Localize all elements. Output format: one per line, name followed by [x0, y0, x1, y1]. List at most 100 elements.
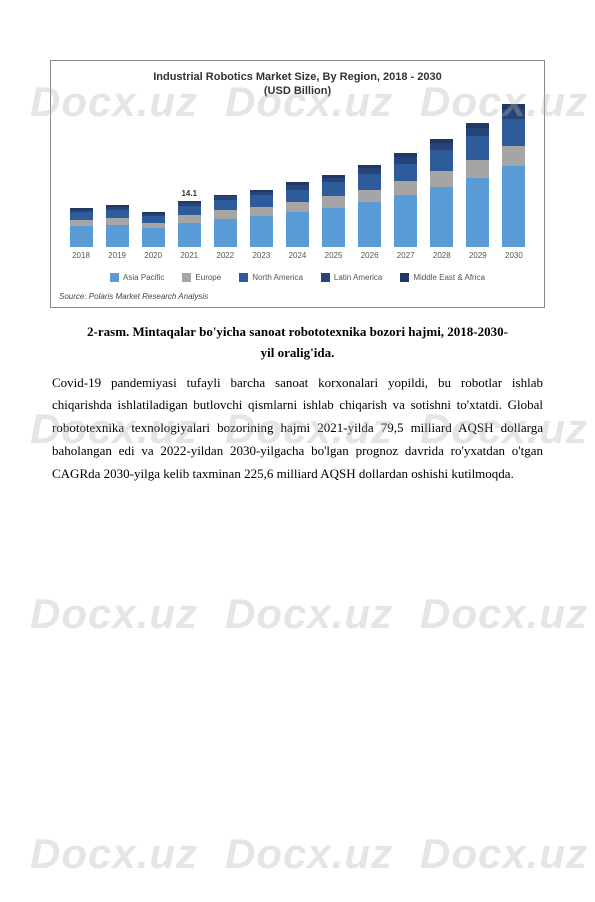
- legend-item: Middle East & Africa: [400, 273, 485, 282]
- legend-label: North America: [252, 273, 303, 282]
- bar-segment: [394, 195, 417, 247]
- bar-segment: [106, 210, 129, 218]
- bar-group: 2027: [391, 153, 421, 260]
- chart-plot-area: 20182019202014.1202120222023202420252026…: [51, 105, 544, 265]
- bar-segment: [430, 187, 453, 247]
- bar-group: 14.12021: [174, 201, 204, 260]
- bar-segment: [394, 181, 417, 195]
- bar-segment: [70, 212, 93, 220]
- chart-subtitle: (USD Billion): [51, 85, 544, 105]
- bar-segment: [466, 128, 489, 136]
- watermark: Docx.uz: [225, 590, 393, 638]
- legend-swatch: [321, 273, 330, 282]
- bar-stack: [286, 182, 309, 247]
- x-axis-label: 2030: [505, 251, 523, 260]
- bar-stack: [502, 104, 525, 247]
- watermark: Docx.uz: [420, 830, 588, 878]
- x-axis-label: 2019: [108, 251, 126, 260]
- chart-legend: Asia PacificEuropeNorth AmericaLatin Ame…: [51, 265, 544, 292]
- x-axis-label: 2028: [433, 251, 451, 260]
- bar-segment: [322, 182, 345, 196]
- chart-source: Source: Polaris Market Research Analysis: [51, 292, 544, 307]
- legend-item: Asia Pacific: [110, 273, 164, 282]
- bar-stack: [142, 212, 165, 247]
- bar-group: 2024: [282, 182, 312, 260]
- bar-segment: [178, 223, 201, 247]
- bar-segment: [286, 190, 309, 202]
- body-paragraph: Covid-19 pandemiyasi tufayli barcha sano…: [52, 372, 543, 486]
- bar-segment: [358, 190, 381, 202]
- bar-stack: [358, 165, 381, 247]
- bar-group: 2030: [499, 104, 529, 260]
- bar-segment: [178, 215, 201, 223]
- bar-segment: [358, 174, 381, 190]
- bar-stack: [178, 201, 201, 247]
- x-axis-label: 2024: [289, 251, 307, 260]
- bar-group: 2022: [210, 195, 240, 261]
- bar-segment: [70, 226, 93, 247]
- watermark: Docx.uz: [420, 590, 588, 638]
- x-axis-label: 2026: [361, 251, 379, 260]
- bar-segment: [502, 109, 525, 118]
- bar-group: 2018: [66, 208, 96, 260]
- x-axis-label: 2018: [72, 251, 90, 260]
- bar-segment: [430, 150, 453, 171]
- legend-swatch: [110, 273, 119, 282]
- bar-segment: [250, 207, 273, 216]
- x-axis-label: 2020: [144, 251, 162, 260]
- bar-segment: [142, 228, 165, 247]
- caption-line1: 2-rasm. Mintaqalar bo'yicha sanoat robot…: [87, 324, 508, 339]
- bar-stack: [322, 175, 345, 247]
- x-axis-label: 2027: [397, 251, 415, 260]
- bar-segment: [322, 208, 345, 247]
- x-axis-label: 2022: [216, 251, 234, 260]
- legend-label: Asia Pacific: [123, 273, 164, 282]
- bar-group: 2019: [102, 205, 132, 260]
- bar-segment: [502, 119, 525, 146]
- bar-segment: [286, 202, 309, 212]
- bar-group: 2020: [138, 212, 168, 260]
- legend-swatch: [182, 273, 191, 282]
- bar-stack: [466, 123, 489, 247]
- legend-item: Latin America: [321, 273, 382, 282]
- bar-segment: [502, 166, 525, 247]
- bar-segment: [466, 136, 489, 159]
- bar-segment: [250, 195, 273, 206]
- bar-stack: [214, 195, 237, 248]
- bar-segment: [430, 171, 453, 187]
- bar-segment: [214, 219, 237, 247]
- legend-swatch: [400, 273, 409, 282]
- bar-group: 2023: [246, 190, 276, 260]
- watermark: Docx.uz: [225, 830, 393, 878]
- bar-segment: [430, 143, 453, 151]
- bar-segment: [466, 160, 489, 178]
- x-axis-label: 2025: [325, 251, 343, 260]
- legend-item: North America: [239, 273, 303, 282]
- bar-segment: [394, 164, 417, 182]
- figure-caption: 2-rasm. Mintaqalar bo'yicha sanoat robot…: [50, 322, 545, 364]
- bar-segment: [322, 196, 345, 207]
- bar-segment: [466, 178, 489, 247]
- bar-group: 2025: [319, 175, 349, 260]
- chart-container: Industrial Robotics Market Size, By Regi…: [50, 60, 545, 308]
- bar-stack: [394, 153, 417, 247]
- bar-segment: [178, 206, 201, 215]
- bar-segment: [106, 225, 129, 248]
- watermark: Docx.uz: [30, 590, 198, 638]
- watermark: Docx.uz: [30, 830, 198, 878]
- bar-segment: [214, 210, 237, 218]
- bar-segment: [250, 216, 273, 247]
- bar-stack: [250, 190, 273, 247]
- bar-segment: [286, 212, 309, 247]
- bar-stack: [430, 139, 453, 247]
- legend-label: Latin America: [334, 273, 382, 282]
- bar-stack: [106, 205, 129, 247]
- bar-group: 2029: [463, 123, 493, 260]
- x-axis-label: 2021: [180, 251, 198, 260]
- legend-swatch: [239, 273, 248, 282]
- bar-value-callout: 14.1: [181, 189, 197, 198]
- bar-stack: [70, 208, 93, 247]
- bar-group: 2028: [427, 139, 457, 260]
- legend-label: Middle East & Africa: [413, 273, 485, 282]
- x-axis-label: 2029: [469, 251, 487, 260]
